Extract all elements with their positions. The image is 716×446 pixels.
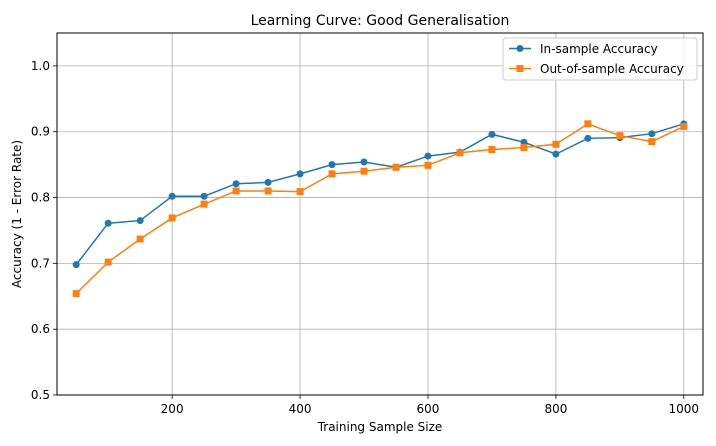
data-point (488, 130, 496, 138)
data-point (584, 134, 592, 142)
data-point (168, 214, 176, 222)
data-point (296, 188, 304, 196)
data-point (552, 140, 560, 148)
data-point (456, 149, 464, 157)
x-tick-label: 600 (417, 402, 440, 416)
data-point (104, 219, 112, 227)
data-point (104, 258, 112, 266)
data-point (200, 192, 208, 200)
data-point (360, 167, 368, 175)
legend: In-sample Accuracy Out-of-sample Accurac… (502, 37, 698, 81)
y-tick-label: 0.5 (31, 388, 50, 402)
data-point (328, 170, 336, 178)
data-point (584, 120, 592, 128)
y-tick-label: 0.6 (31, 322, 50, 336)
legend-marker-out-of-sample (516, 65, 524, 72)
x-tick-label: 200 (161, 402, 184, 416)
legend-label-out-of-sample: Out-of-sample Accuracy (540, 62, 684, 76)
data-point (648, 138, 656, 146)
data-point (232, 180, 240, 188)
legend-label-in-sample: In-sample Accuracy (540, 42, 658, 56)
data-point (520, 144, 528, 152)
data-point (392, 163, 400, 171)
x-axis-label: Training Sample Size (317, 420, 443, 434)
data-point (264, 178, 272, 186)
data-point (680, 122, 688, 130)
data-point (616, 132, 624, 140)
data-point (232, 187, 240, 195)
data-point (136, 235, 144, 243)
data-point (136, 217, 144, 225)
series-line-0 (75, 123, 685, 266)
data-point (72, 261, 80, 269)
data-point (168, 192, 176, 200)
data-point (296, 170, 304, 178)
data-point (648, 130, 656, 138)
data-point (488, 145, 496, 153)
data-point (264, 187, 272, 195)
data-point (424, 161, 432, 169)
data-point (360, 158, 368, 166)
data-point (424, 152, 432, 160)
x-tick-label: 400 (289, 402, 312, 416)
chart-title: Learning Curve: Good Generalisation (251, 13, 510, 29)
series-line-1 (75, 122, 685, 295)
series-layer (72, 120, 688, 298)
y-tick-label: 0.8 (31, 191, 50, 205)
y-tick-label: 0.7 (31, 256, 50, 270)
legend-marker-in-sample (516, 45, 524, 52)
data-point (200, 200, 208, 208)
data-point (520, 138, 528, 146)
x-tick-label: 1000 (669, 402, 700, 416)
plot-frame (56, 32, 704, 396)
y-axis-label: Accuracy (1 - Error Rate) (10, 140, 24, 288)
x-tick-label: 800 (544, 402, 567, 416)
grid (57, 33, 703, 396)
ticks: 200 400 600 800 1000 0.5 0.6 0.7 0.8 0.9 1.0 (31, 59, 699, 416)
data-point (552, 150, 560, 158)
y-tick-label: 0.9 (31, 125, 50, 139)
legend-frame (502, 37, 698, 81)
data-point (72, 290, 80, 298)
data-point (328, 161, 336, 169)
y-tick-label: 1.0 (31, 59, 50, 73)
